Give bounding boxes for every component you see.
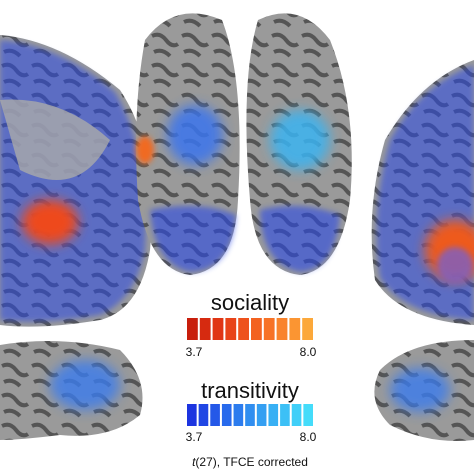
color-swatch: [251, 318, 262, 340]
caption: t(27), TFCE corrected: [192, 455, 308, 469]
legend-max: 8.0: [300, 430, 317, 444]
color-swatch: [198, 404, 209, 426]
colorbar: [187, 318, 313, 340]
color-swatch: [280, 404, 290, 426]
color-swatch: [256, 404, 267, 426]
color-swatch: [225, 318, 237, 340]
color-swatch: [263, 318, 275, 340]
color-swatch: [199, 318, 211, 340]
color-swatch: [210, 404, 220, 426]
color-swatch: [221, 404, 232, 426]
color-swatch: [233, 404, 244, 426]
color-swatch: [245, 404, 255, 426]
color-swatch: [289, 318, 301, 340]
legend-max: 8.0: [300, 345, 317, 359]
color-swatch: [303, 404, 313, 426]
color-swatch: [238, 318, 249, 340]
brains: [0, 13, 474, 441]
legend-min: 3.7: [186, 345, 203, 359]
legend-title: transitivity: [201, 378, 299, 403]
color-swatch: [302, 318, 313, 340]
caption-stat: t: [192, 455, 196, 469]
color-swatch: [268, 404, 279, 426]
legend-min: 3.7: [186, 430, 203, 444]
color-swatch: [212, 318, 224, 340]
legend-title: sociality: [211, 290, 289, 315]
caption-text: (27), TFCE corrected: [195, 455, 307, 469]
color-swatch: [276, 318, 288, 340]
color-swatch: [291, 404, 302, 426]
color-swatch: [187, 404, 197, 426]
color-swatch: [187, 318, 198, 340]
colorbar: [187, 404, 313, 426]
